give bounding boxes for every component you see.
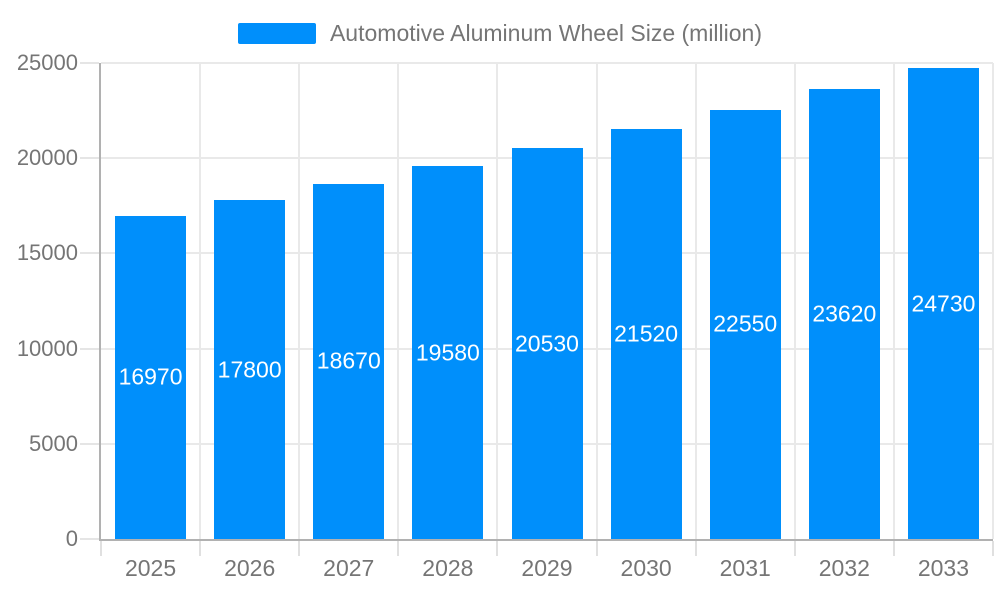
y-axis-tick-label: 20000 bbox=[16, 145, 78, 171]
y-axis-labels: 0 5000 10000 15000 20000 25000 bbox=[0, 52, 78, 550]
bar-2025[interactable]: 16970 bbox=[115, 215, 187, 539]
x-axis-tick bbox=[892, 541, 895, 556]
x-axis-labels: 2025 2026 2027 2028 2029 2030 2031 2032 2033 bbox=[101, 539, 993, 589]
bar-value-label: 24730 bbox=[911, 290, 976, 317]
y-axis-tick bbox=[80, 252, 99, 255]
gridline-vertical bbox=[595, 63, 598, 539]
gridline-vertical bbox=[496, 63, 499, 539]
x-axis-tick bbox=[595, 541, 598, 556]
bar-2026[interactable]: 17800 bbox=[214, 200, 286, 539]
legend-item[interactable]: Automotive Aluminum Wheel Size (million) bbox=[237, 19, 763, 46]
y-axis-tick-label: 15000 bbox=[16, 240, 78, 266]
plot-area: 16970 17800 18670 19580 20530 21520 22550 23620… bbox=[80, 62, 994, 556]
x-axis-tick bbox=[397, 541, 400, 556]
gridline-vertical bbox=[199, 63, 202, 539]
bar-2027[interactable]: 18670 bbox=[313, 183, 385, 539]
y-axis-tick-label: 5000 bbox=[29, 430, 78, 456]
bar-value-label: 16970 bbox=[118, 363, 183, 390]
y-axis-tick-label: 10000 bbox=[16, 335, 78, 361]
bar-value-label: 21520 bbox=[614, 320, 679, 347]
x-axis-tick bbox=[694, 541, 697, 556]
gridline-vertical bbox=[694, 63, 697, 539]
bar-2032[interactable]: 23620 bbox=[808, 89, 880, 539]
gridline-horizontal bbox=[101, 62, 993, 64]
gridline-vertical bbox=[793, 63, 796, 539]
bar-2030[interactable]: 21520 bbox=[610, 129, 682, 539]
x-axis-tick-label: 2029 bbox=[521, 555, 573, 581]
gridline-vertical bbox=[298, 63, 301, 539]
y-axis-tick bbox=[80, 347, 99, 350]
legend: Automotive Aluminum Wheel Size (million) bbox=[0, 20, 1000, 46]
bar-value-label: 17800 bbox=[217, 356, 282, 383]
bar-value-label: 20530 bbox=[515, 330, 579, 357]
y-axis-tick-label: 25000 bbox=[16, 50, 78, 75]
y-axis-tick-label: 0 bbox=[65, 526, 78, 551]
gridline-vertical bbox=[397, 63, 400, 539]
bar-2033[interactable]: 24730 bbox=[907, 68, 979, 539]
gridline-vertical bbox=[892, 63, 895, 539]
legend-label: Automotive Aluminum Wheel Size (million) bbox=[329, 19, 763, 46]
x-axis-tick-label: 2033 bbox=[917, 555, 970, 581]
x-axis-tick bbox=[100, 541, 102, 556]
x-axis-tick-label: 2032 bbox=[818, 555, 870, 581]
x-axis-tick bbox=[496, 541, 499, 556]
bar-2029[interactable]: 20530 bbox=[511, 148, 583, 539]
x-axis-tick-label: 2031 bbox=[719, 555, 771, 581]
x-axis-line bbox=[99, 539, 993, 541]
x-axis-tick bbox=[793, 541, 796, 556]
y-axis-tick bbox=[80, 538, 99, 540]
x-axis-tick-label: 2028 bbox=[422, 555, 474, 581]
x-axis-tick-label: 2027 bbox=[323, 555, 375, 581]
y-axis-line bbox=[99, 63, 101, 541]
bar-value-label: 22550 bbox=[713, 310, 778, 337]
bar-value-label: 23620 bbox=[812, 300, 877, 327]
x-axis-tick bbox=[199, 541, 202, 556]
legend-swatch-icon bbox=[237, 22, 316, 44]
x-axis-tick-label: 2025 bbox=[124, 555, 177, 581]
x-axis-tick bbox=[992, 541, 994, 556]
bar-value-label: 18670 bbox=[316, 347, 381, 374]
x-axis-tick-label: 2026 bbox=[224, 555, 276, 581]
x-axis-tick bbox=[298, 541, 301, 556]
x-axis-tick-label: 2030 bbox=[620, 555, 672, 581]
bar-value-label: 19580 bbox=[415, 339, 480, 366]
gridline-vertical bbox=[992, 63, 994, 539]
bar-2031[interactable]: 22550 bbox=[709, 109, 781, 539]
bar-2028[interactable]: 19580 bbox=[412, 166, 484, 539]
y-axis-tick bbox=[80, 442, 99, 445]
y-axis-tick bbox=[80, 157, 99, 160]
y-axis-tick bbox=[80, 62, 99, 64]
